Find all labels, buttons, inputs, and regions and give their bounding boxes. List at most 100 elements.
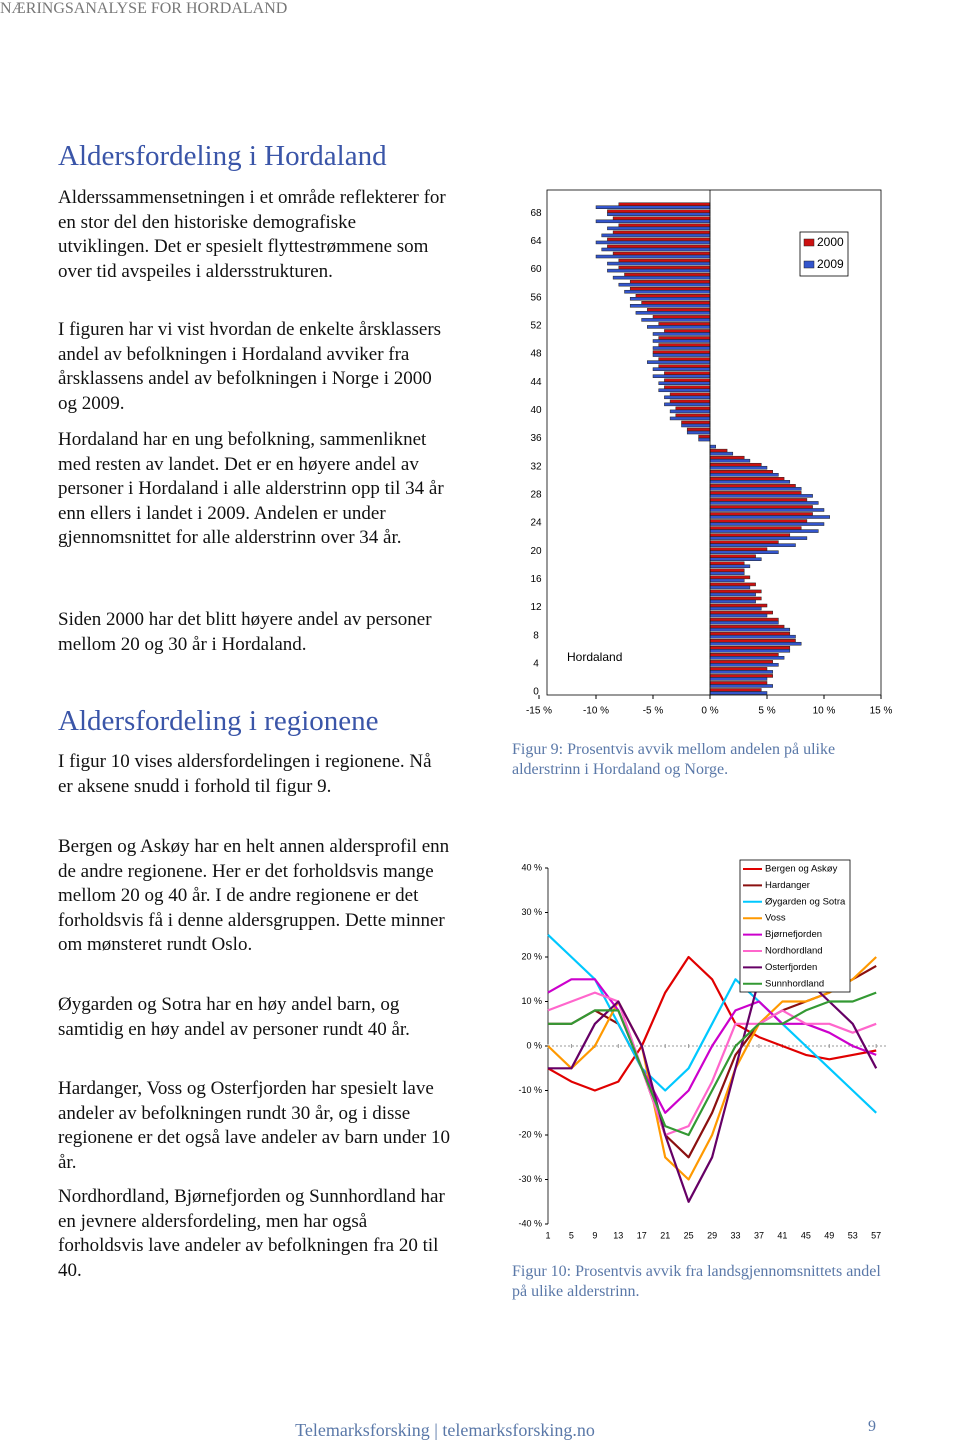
bar — [709, 491, 802, 495]
y-tick-label: 40 — [530, 405, 542, 416]
bar — [709, 634, 796, 639]
x-tick-label: 5 % — [758, 706, 775, 717]
bar — [709, 603, 768, 608]
x-tick-label: 0 % — [701, 706, 718, 717]
bar — [709, 540, 779, 544]
bar — [675, 413, 711, 418]
legend-swatch — [803, 238, 815, 247]
bar — [658, 336, 711, 340]
paragraph: Hardanger, Voss og Osterfjorden har spes… — [58, 1078, 450, 1173]
legend-label: 2000 — [817, 235, 844, 249]
bar — [709, 458, 751, 463]
bar — [709, 533, 791, 537]
bar — [601, 247, 711, 252]
bar — [709, 568, 745, 573]
series-line — [547, 991, 877, 1137]
bar — [618, 282, 711, 287]
series-line — [548, 955, 878, 1203]
running-header: NÆRINGSANALYSE FOR HORDALAND — [0, 0, 288, 17]
y-tick-label: 64 — [530, 236, 542, 247]
y-tick-label: 12 — [530, 602, 542, 613]
bar — [647, 360, 711, 364]
bar — [629, 297, 711, 301]
x-tick-label: 21 — [660, 1230, 670, 1240]
x-tick-label: 9 — [592, 1230, 597, 1240]
y-tick-label: 44 — [530, 377, 542, 388]
legend-box — [739, 859, 851, 993]
legend-label: 2009 — [817, 257, 844, 271]
bar — [635, 311, 711, 315]
bar — [709, 585, 751, 590]
bar — [618, 258, 711, 263]
y-tick-label: 24 — [530, 518, 542, 529]
y-tick-label: 20 — [530, 546, 542, 557]
bar — [658, 364, 711, 368]
bar — [658, 343, 711, 347]
bar — [595, 205, 711, 209]
bar — [709, 498, 808, 502]
bar — [709, 444, 716, 449]
y-tick-label: 0 % — [526, 1040, 542, 1050]
x-tick-label: 25 — [684, 1230, 694, 1240]
bar — [709, 670, 773, 674]
bar — [709, 501, 819, 505]
bar — [709, 627, 791, 632]
bar — [709, 571, 745, 576]
x-tick-label: 29 — [707, 1230, 717, 1240]
bar — [709, 455, 745, 460]
bar — [709, 667, 768, 671]
y-tick-label: 16 — [530, 574, 542, 585]
bar — [698, 437, 711, 442]
bar — [709, 641, 802, 646]
legend-label: Osterfjorden — [765, 962, 817, 973]
x-tick-label: -5 % — [643, 706, 664, 717]
bar — [669, 399, 711, 404]
series-line — [547, 955, 877, 1092]
paragraph: Siden 2000 har det blitt høyere andel av… — [58, 609, 432, 655]
x-tick-label: 17 — [637, 1230, 647, 1240]
x-tick-label: 13 — [613, 1230, 623, 1240]
bar — [709, 596, 762, 601]
footer: Telemarksforsking | telemarksforsking.no — [295, 1420, 595, 1440]
series-line — [547, 978, 877, 1114]
bar — [709, 554, 756, 558]
bar — [709, 606, 762, 611]
bar — [664, 395, 711, 400]
bar — [709, 505, 813, 509]
bar — [652, 350, 711, 354]
series-line — [548, 991, 877, 1137]
x-tick-label: 49 — [824, 1230, 834, 1240]
bar — [652, 353, 711, 357]
bar — [709, 480, 791, 484]
bar — [709, 656, 785, 660]
line-chart: -40 % -30 % -20 % -10 % 0 % 10 % 20 % 30 % 40 % 1… — [518, 859, 888, 1240]
bar — [652, 315, 711, 319]
bar — [595, 240, 711, 245]
page-number: 9 — [868, 1418, 876, 1435]
bar — [612, 230, 711, 235]
bar — [709, 610, 773, 615]
bar — [669, 416, 711, 421]
legend-label: Voss — [765, 913, 786, 924]
bar — [709, 578, 745, 583]
bar — [681, 423, 711, 428]
bar — [709, 547, 768, 551]
paragraph: I figur 10 vises aldersfordelingen i reg… — [58, 751, 432, 797]
bar — [709, 592, 756, 597]
bar — [601, 233, 711, 238]
bar — [647, 325, 711, 329]
y-tick-label: 52 — [530, 321, 542, 332]
y-tick-label: 28 — [530, 490, 542, 501]
bar — [709, 624, 785, 629]
bar — [658, 357, 711, 361]
figure-caption: Figur 10: Prosentvis avvik fra landsgjen… — [512, 1263, 881, 1300]
bar — [658, 388, 711, 393]
bar — [607, 237, 711, 242]
bar — [709, 550, 779, 554]
bar — [595, 254, 711, 259]
bar — [658, 322, 711, 326]
x-tick-label: 57 — [871, 1230, 881, 1240]
bar — [709, 674, 773, 678]
bar — [635, 294, 711, 298]
bar — [607, 261, 711, 266]
